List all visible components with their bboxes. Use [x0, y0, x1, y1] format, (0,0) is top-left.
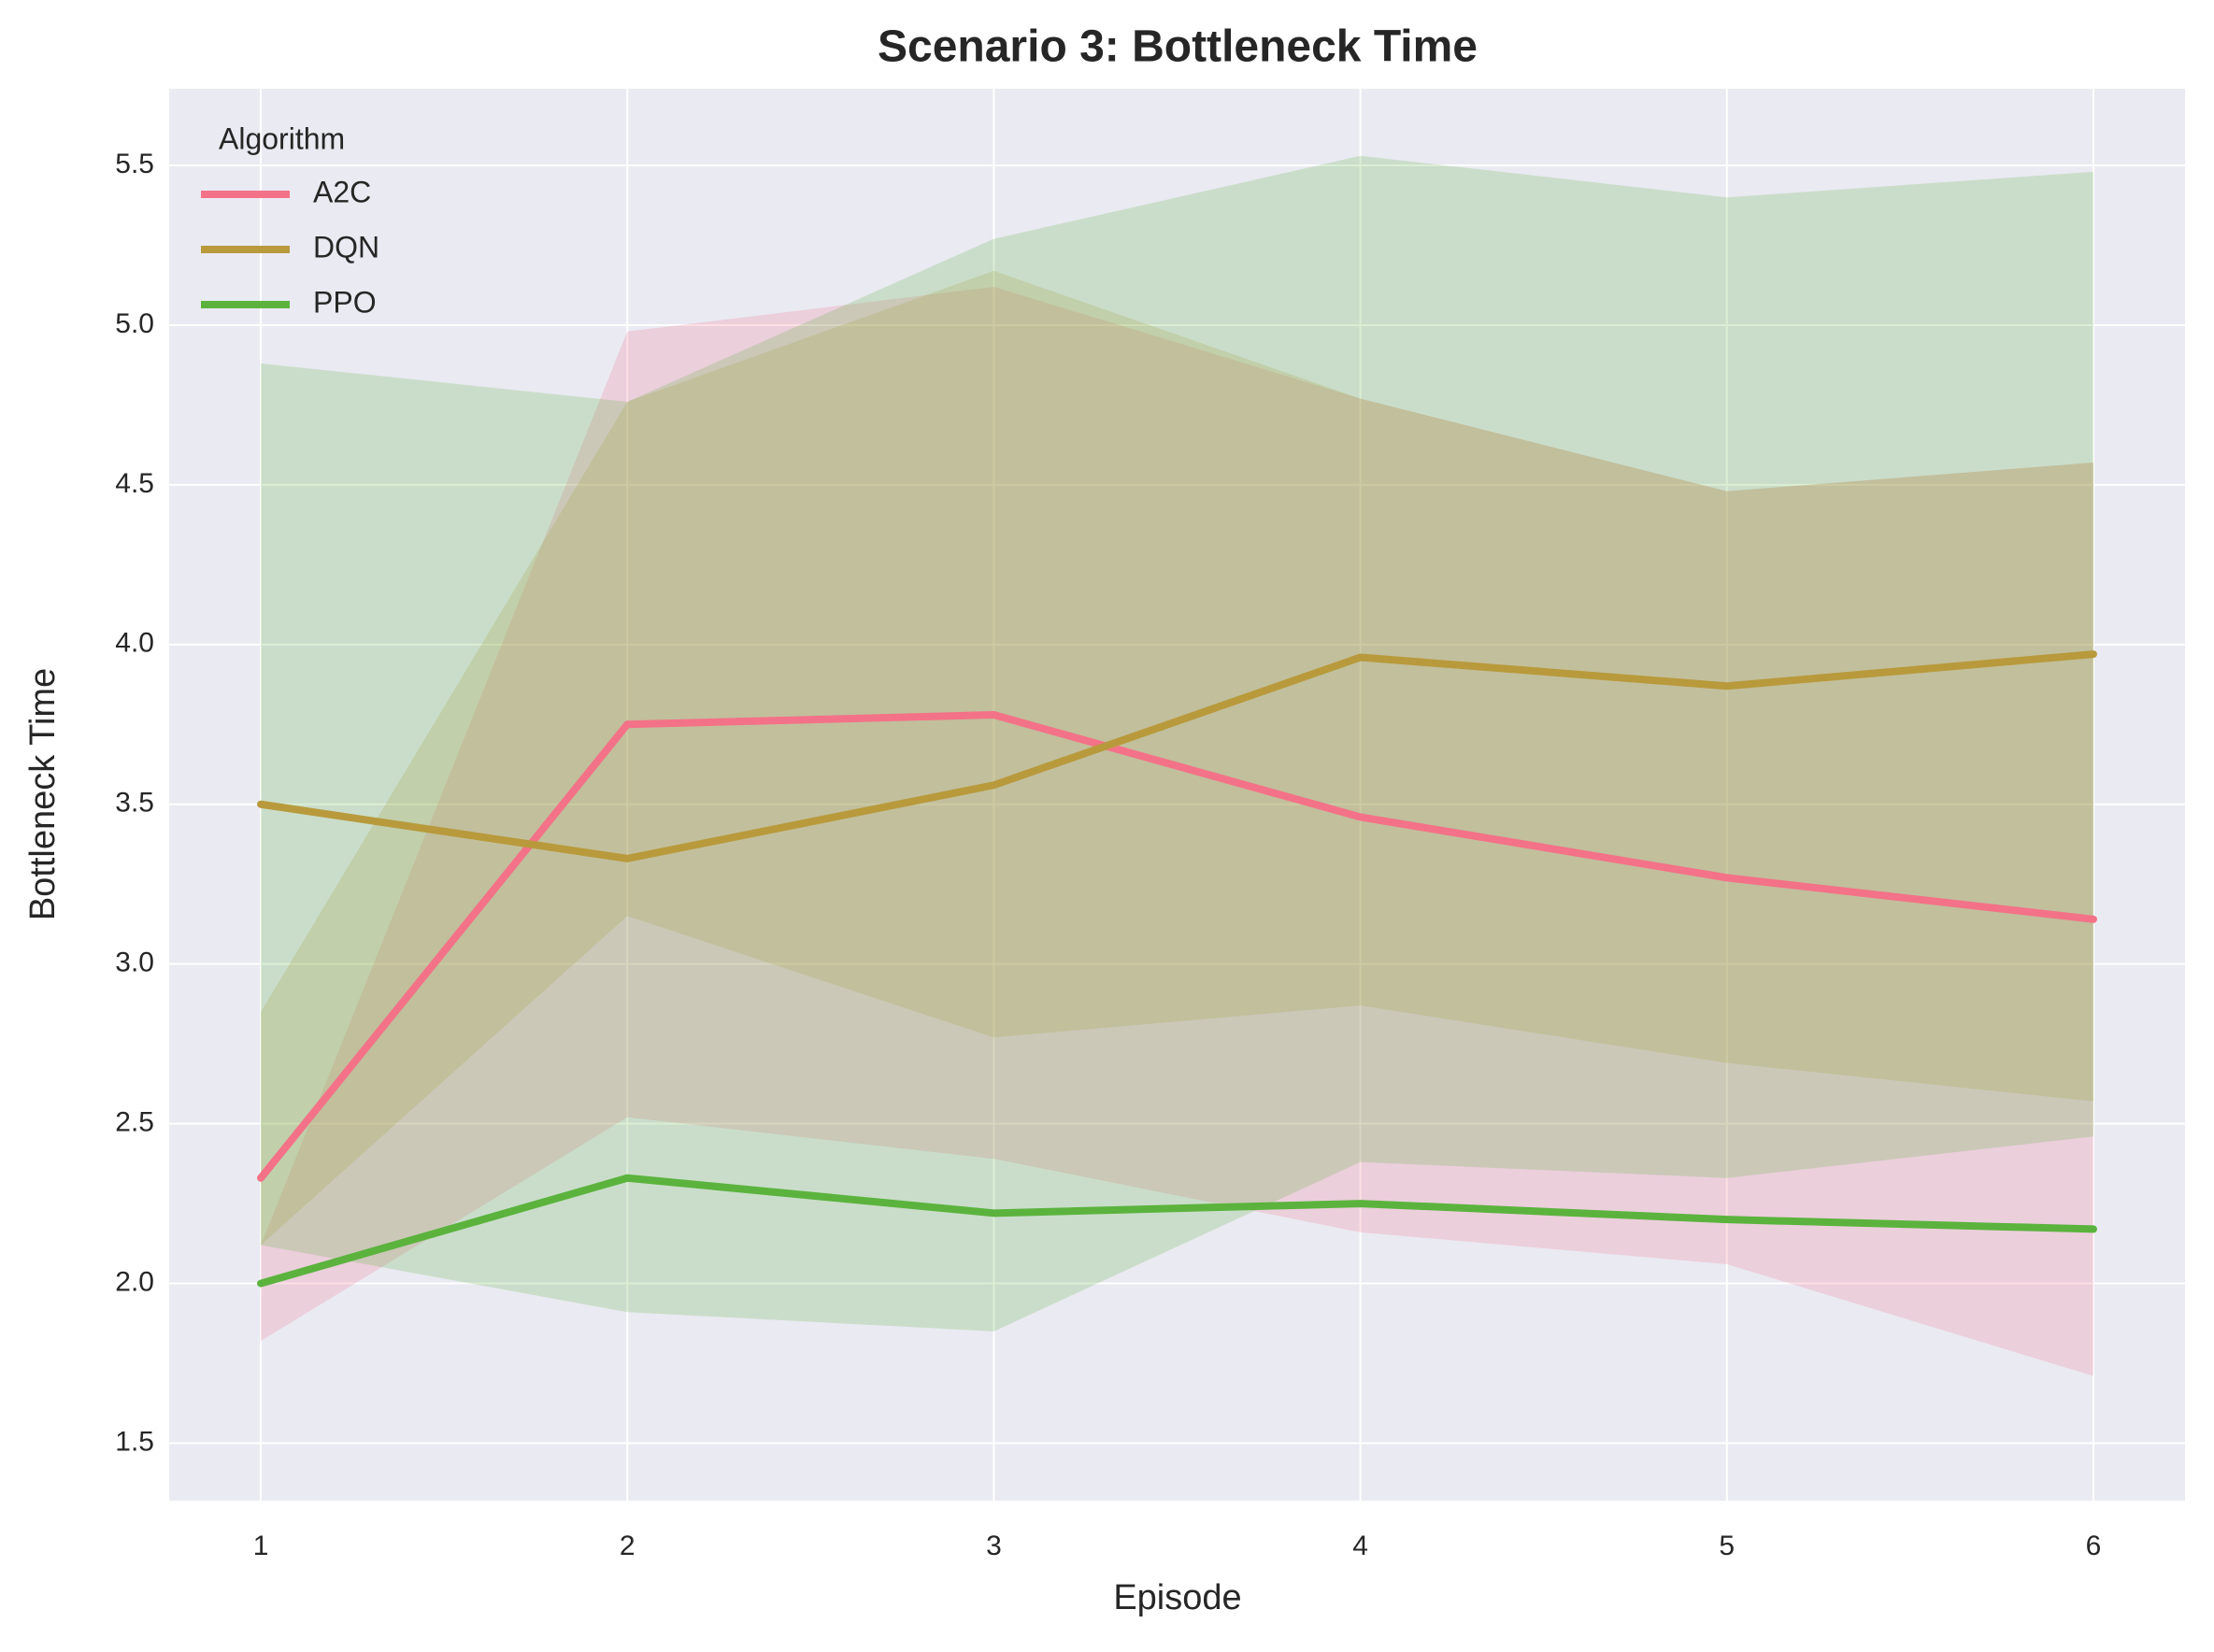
y-tick-label: 5.0	[115, 308, 154, 339]
legend-label: PPO	[313, 285, 377, 319]
y-tick-label: 4.0	[115, 628, 154, 659]
x-tick-label: 1	[253, 1531, 269, 1561]
y-tick-label: 2.0	[115, 1266, 154, 1297]
series-line	[257, 1174, 2097, 1288]
confidence-band	[261, 155, 2093, 1332]
x-tick-label: 3	[986, 1531, 1002, 1561]
series-line	[257, 650, 2097, 862]
y-axis-label: Bottleneck Time	[23, 668, 63, 920]
x-tick-label: 5	[1719, 1531, 1735, 1561]
legend-title: Algorithm	[219, 121, 345, 155]
y-tick-label: 3.0	[115, 947, 154, 978]
series-line	[257, 711, 2097, 1182]
plot-area	[169, 89, 2185, 1501]
y-tick-label: 5.5	[115, 149, 154, 179]
y-tick-label: 2.5	[115, 1107, 154, 1138]
x-tick-label: 4	[1352, 1531, 1368, 1561]
y-tick-label: 3.5	[115, 788, 154, 819]
legend-label: DQN	[313, 230, 379, 263]
legend-label: A2C	[313, 175, 371, 208]
y-tick-label: 1.5	[115, 1426, 154, 1457]
x-tick-label: 6	[2086, 1531, 2102, 1561]
x-tick-label: 2	[620, 1531, 636, 1561]
confidence-band	[261, 270, 2093, 1246]
legend: Algorithm A2C DQN PPO	[201, 121, 379, 319]
confidence-band	[261, 286, 2093, 1376]
y-tick-label: 4.5	[115, 468, 154, 499]
x-axis-label: Episode	[1113, 1578, 1241, 1617]
chart-title: Scenario 3: Bottleneck Time	[878, 22, 1478, 72]
